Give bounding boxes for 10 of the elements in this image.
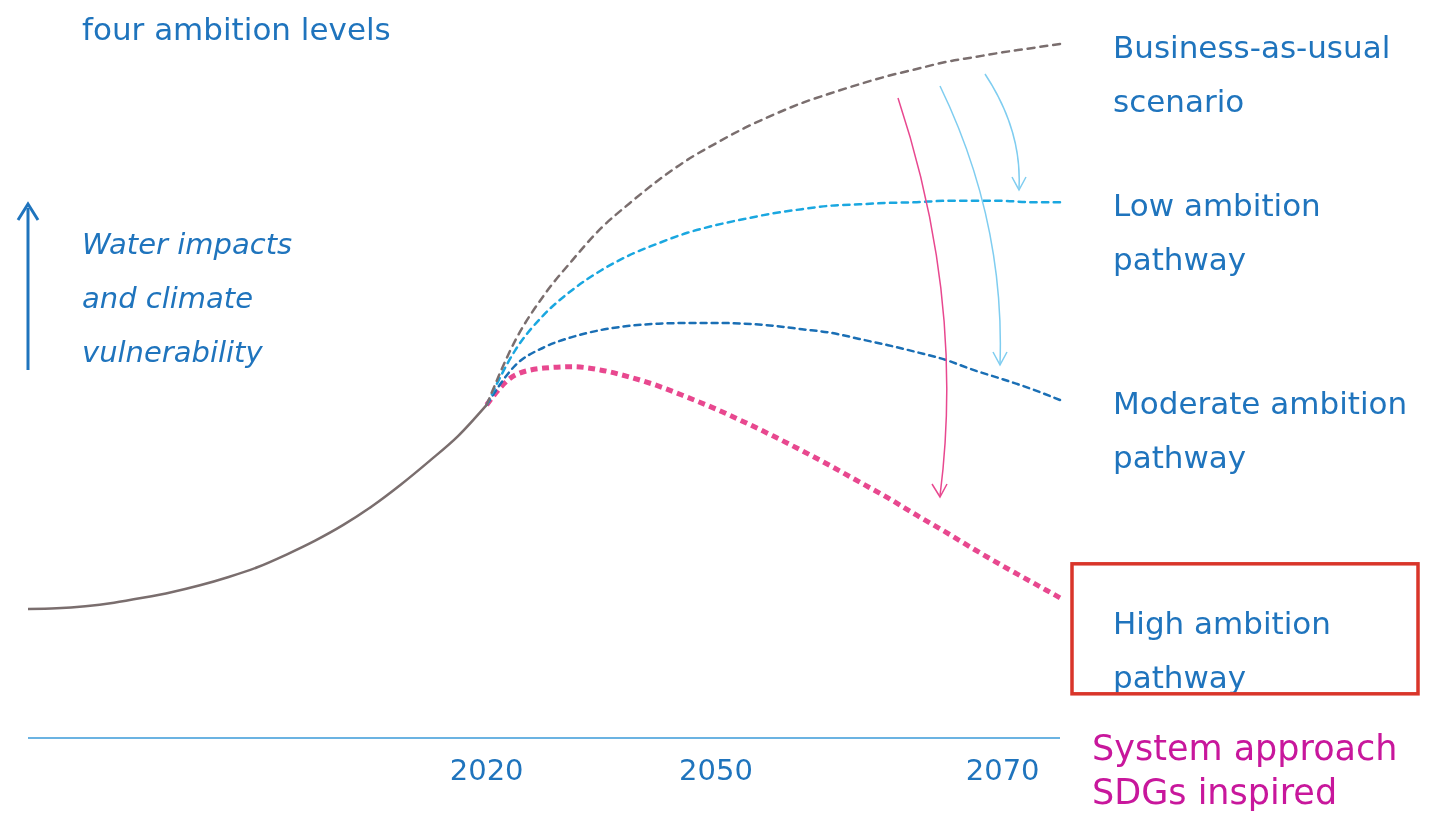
series-label: High ambition pathway (1113, 604, 1331, 695)
y-axis-title: Water impacts and climate vulnerability (82, 227, 293, 369)
x-tick-label: 2020 (449, 753, 524, 787)
x-tick-label: 2070 (965, 753, 1040, 787)
x-tick-label: 2050 (679, 753, 753, 787)
annotation: four ambition levels (82, 11, 391, 47)
series-label: Moderate ambition pathway (1113, 385, 1408, 476)
text: System approach SDGs inspired (1092, 728, 1398, 812)
series-label: Low ambition pathway (1113, 187, 1321, 278)
series-label: Business-as-usual scenario (1113, 29, 1391, 119)
